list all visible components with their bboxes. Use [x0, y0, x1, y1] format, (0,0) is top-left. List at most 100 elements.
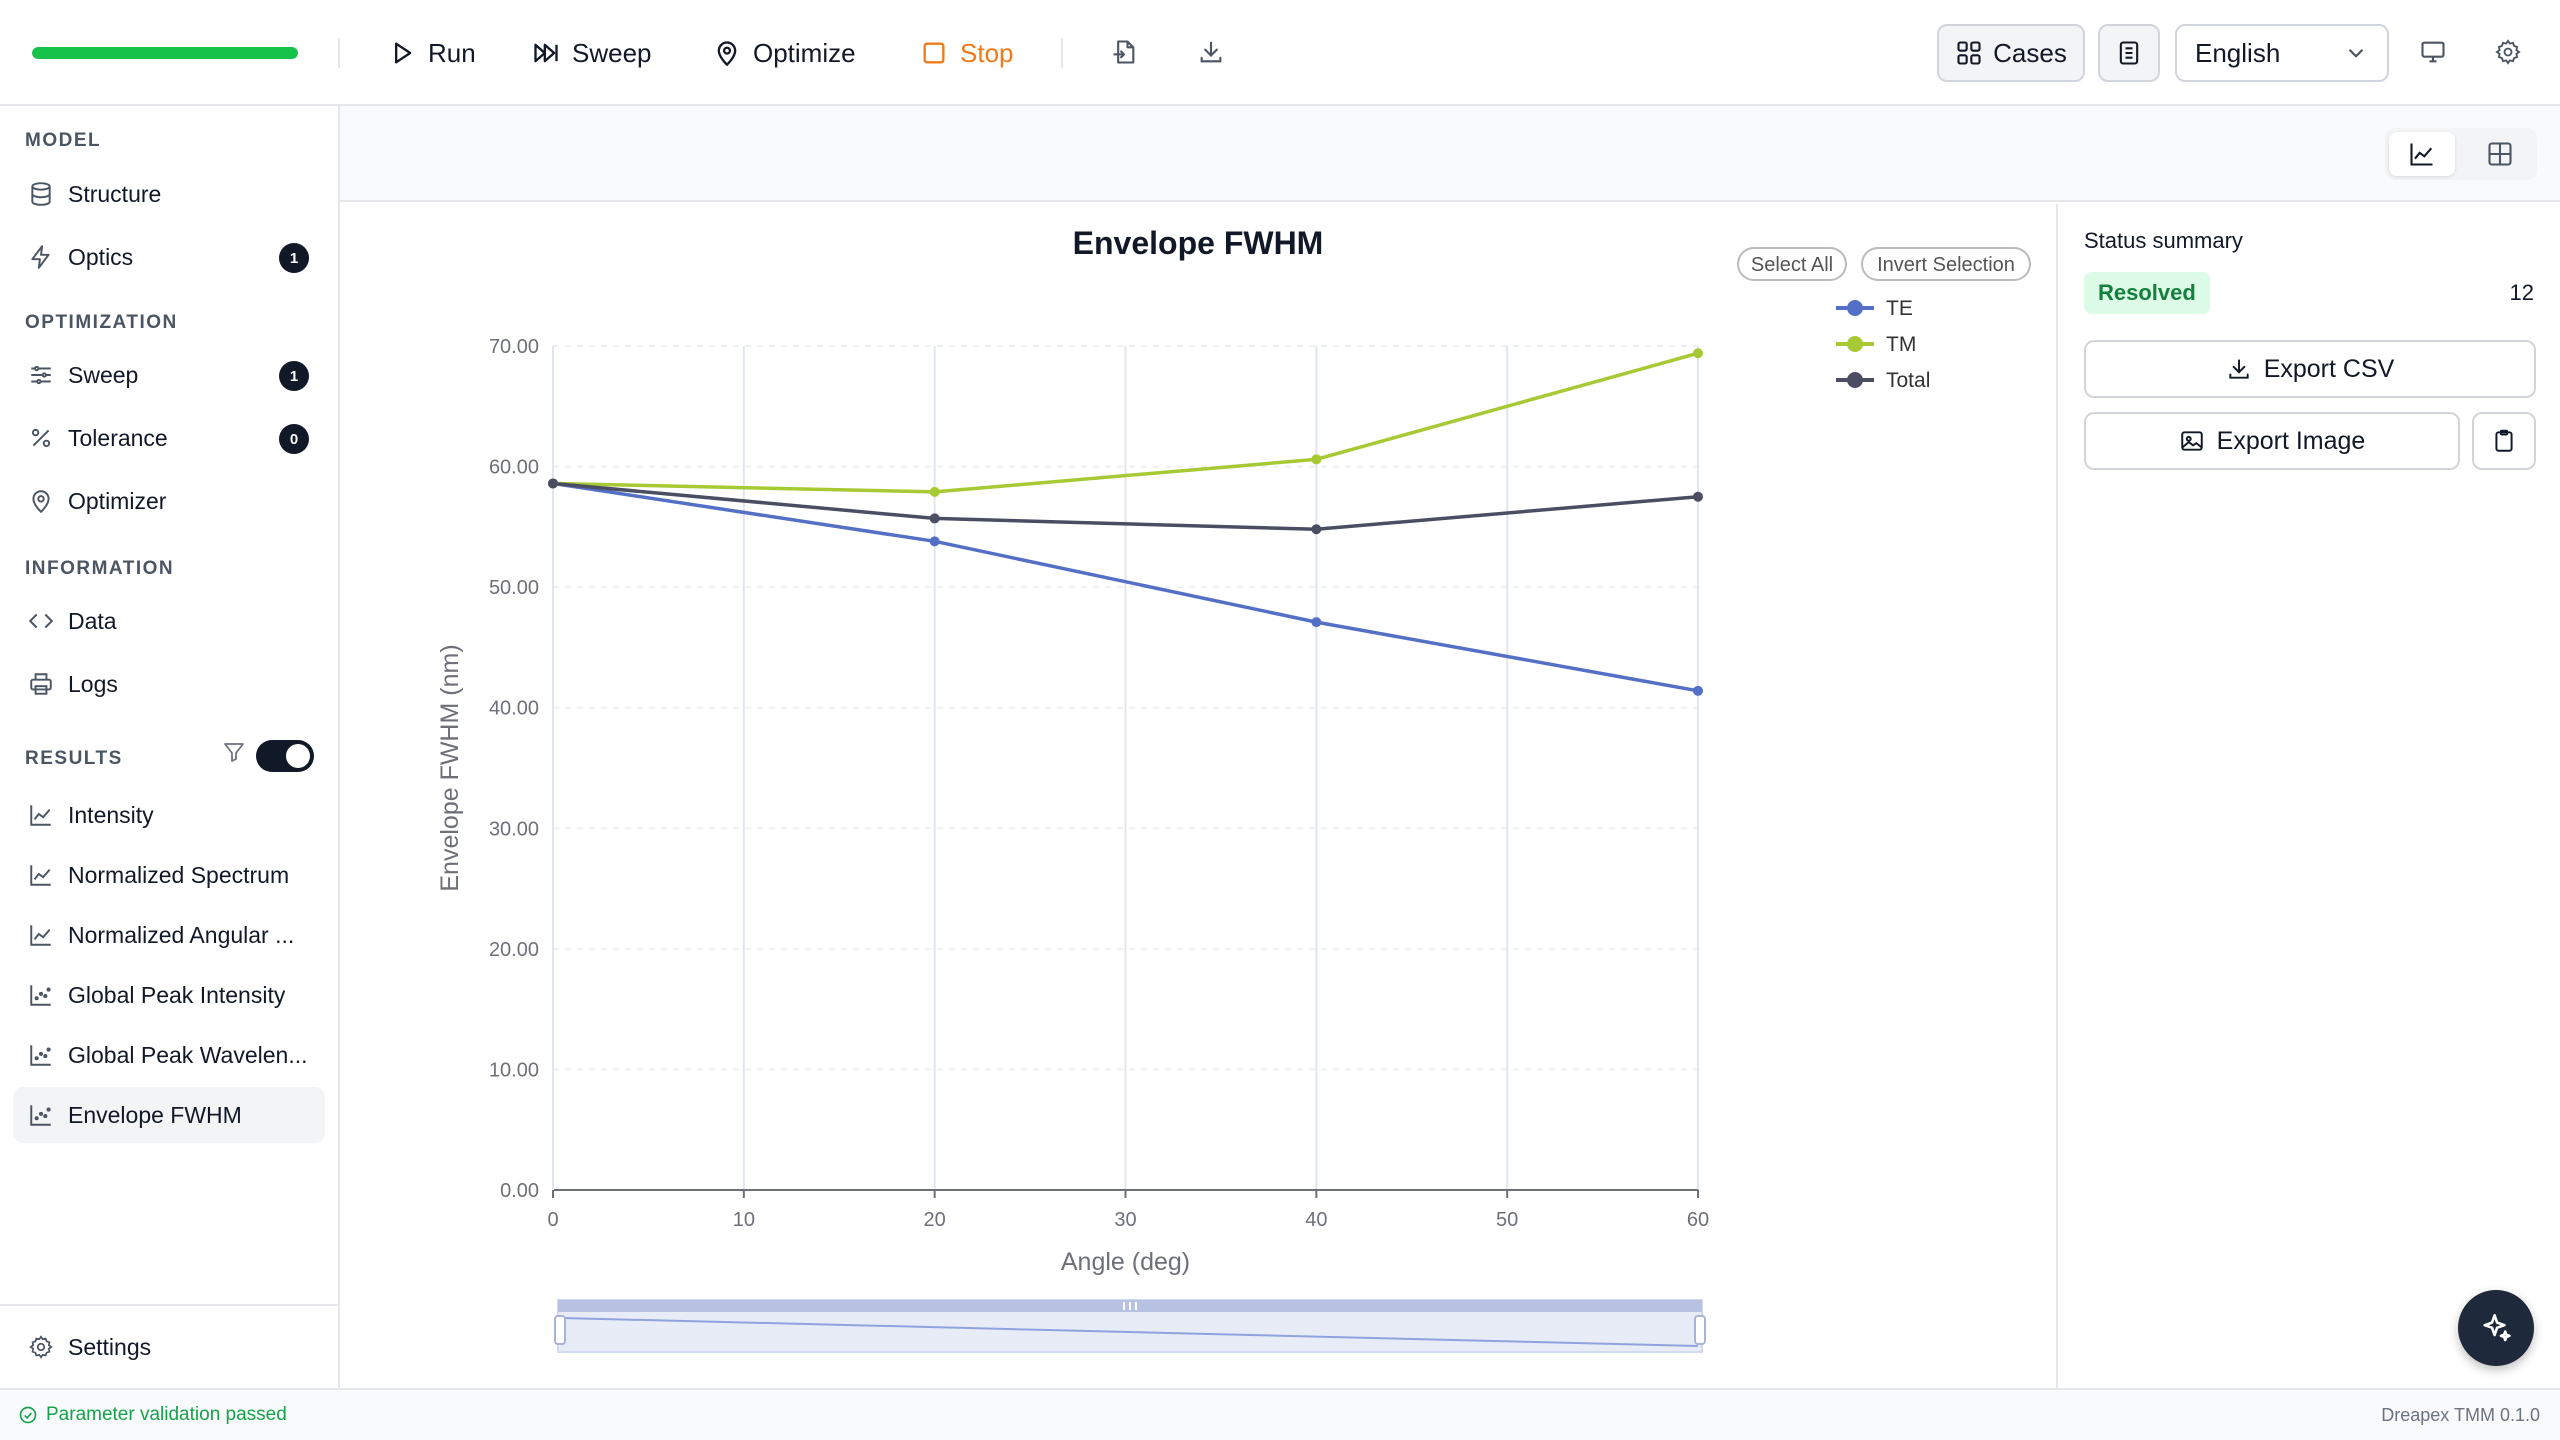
- sidebar-item-settings[interactable]: Settings: [13, 1319, 325, 1375]
- line-chart-icon: [30, 925, 51, 946]
- gear-icon: [29, 1335, 53, 1359]
- sparkle-icon: [2483, 1313, 2511, 1342]
- legend-item-tm[interactable]: TM: [1836, 333, 1916, 356]
- table-icon: [2488, 142, 2512, 166]
- section-model: MODEL: [25, 130, 102, 151]
- data-point-tm: [929, 486, 940, 497]
- database-icon: [31, 182, 51, 206]
- zoom-handle-right[interactable]: [1694, 1315, 1706, 1345]
- legend-item-total[interactable]: Total: [1836, 369, 1930, 392]
- count-badge: 1: [279, 243, 309, 273]
- cases-button[interactable]: Cases: [1937, 24, 2085, 82]
- zoom-handle-left[interactable]: [554, 1315, 566, 1345]
- sidebar-item-data[interactable]: Data: [13, 593, 325, 649]
- filter-icon[interactable]: [222, 740, 246, 764]
- data-zoom-slider[interactable]: [554, 1299, 1706, 1353]
- optimize-button[interactable]: Optimize: [713, 30, 856, 76]
- sidebar-item-normalized-angular[interactable]: Normalized Angular ...: [13, 907, 325, 963]
- count-badge: 1: [279, 361, 309, 391]
- sidebar-divider: [0, 1304, 338, 1306]
- display-button[interactable]: [2415, 34, 2451, 70]
- sidebar-item-label: Global Peak Wavelen...: [68, 1041, 308, 1068]
- results-toggle[interactable]: [256, 740, 314, 772]
- copy-button[interactable]: [2472, 412, 2536, 470]
- stop-label: Stop: [960, 37, 1014, 68]
- chart-view-tab[interactable]: [2389, 132, 2455, 176]
- sidebar-item-label: Envelope FWHM: [68, 1101, 242, 1128]
- check-circle-icon: [19, 1406, 37, 1424]
- data-point-total: [548, 478, 558, 489]
- scatter-chart-icon: [30, 1045, 51, 1066]
- grid-icon: [1957, 41, 1981, 65]
- count-badge: 0: [279, 424, 309, 454]
- toolbar-divider: [1061, 38, 1063, 68]
- sliders-icon: [31, 365, 51, 385]
- y-tick-label: 50.00: [489, 577, 539, 599]
- table-view-tab[interactable]: [2467, 132, 2533, 176]
- notes-button[interactable]: [2098, 24, 2160, 82]
- language-select[interactable]: English: [2175, 24, 2389, 82]
- line-chart-icon: [30, 865, 51, 886]
- legend-label: Total: [1886, 369, 1930, 392]
- y-tick-label: 30.00: [489, 818, 539, 840]
- series-line-te: [552, 481, 1699, 693]
- sweep-button[interactable]: Sweep: [532, 30, 652, 76]
- sidebar-item-global-peak-intensity[interactable]: Global Peak Intensity: [13, 967, 325, 1023]
- map-pin-icon: [717, 41, 737, 67]
- section-results: RESULTS: [25, 748, 123, 769]
- gear-icon: [2495, 39, 2521, 65]
- y-axis-label: Envelope FWHM (nm): [436, 644, 464, 891]
- section-information: INFORMATION: [25, 558, 175, 579]
- progress-bar: [32, 47, 298, 59]
- monitor-icon: [2421, 41, 2445, 63]
- x-axis-label: Angle (deg): [1061, 1248, 1190, 1276]
- status-badge: Resolved: [2084, 272, 2210, 314]
- data-point-total: [929, 513, 940, 524]
- series-line-tm: [552, 351, 1699, 494]
- y-tick-label: 10.00: [489, 1059, 539, 1081]
- validation-message: Parameter validation passed: [46, 1404, 287, 1425]
- import-button[interactable]: [1106, 34, 1142, 70]
- export-csv-button[interactable]: Export CSV: [2084, 340, 2536, 398]
- sidebar-item-logs[interactable]: Logs: [13, 656, 325, 712]
- invert-selection-button[interactable]: Invert Selection: [1861, 247, 2031, 281]
- sidebar-item-optics[interactable]: Optics 1: [13, 229, 325, 285]
- export-csv-label: Export CSV: [2263, 354, 2395, 383]
- section-optimization: OPTIMIZATION: [25, 312, 178, 333]
- map-pin-icon: [32, 490, 50, 514]
- sidebar-item-label: Logs: [68, 670, 118, 697]
- sidebar-item-sweep[interactable]: Sweep 1: [13, 347, 325, 403]
- sidebar-item-label: Sweep: [68, 361, 139, 388]
- legend-marker: [1847, 336, 1863, 352]
- sidebar-item-label: Intensity: [68, 801, 154, 828]
- sidebar-item-label: Normalized Spectrum: [68, 861, 290, 888]
- scatter-chart-icon: [30, 985, 51, 1006]
- line-chart-icon: [30, 805, 51, 826]
- sidebar-item-structure[interactable]: Structure: [13, 166, 325, 222]
- sidebar: MODEL Structure Optics 1 OPTIMIZATION Sw…: [0, 106, 340, 1388]
- download-button[interactable]: [1193, 34, 1229, 70]
- x-tick-label: 20: [924, 1209, 946, 1231]
- sidebar-item-intensity[interactable]: Intensity: [13, 787, 325, 843]
- sidebar-item-label: Settings: [68, 1333, 152, 1360]
- legend-item-te[interactable]: TE: [1836, 297, 1913, 320]
- data-point-te: [929, 536, 940, 547]
- stop-button[interactable]: Stop: [920, 30, 1014, 76]
- export-image-button[interactable]: Export Image: [2084, 412, 2460, 470]
- toggle-knob: [286, 744, 310, 768]
- sidebar-item-label: Data: [68, 607, 117, 634]
- sidebar-item-optimizer[interactable]: Optimizer: [13, 473, 325, 529]
- sidebar-item-envelope-fwhm[interactable]: Envelope FWHM: [13, 1087, 325, 1143]
- legend-label: TM: [1886, 333, 1916, 356]
- ai-assistant-button[interactable]: [2458, 1290, 2534, 1366]
- language-value: English: [2195, 37, 2281, 68]
- line-chart-icon: [2410, 143, 2433, 166]
- sidebar-item-normalized-spectrum[interactable]: Normalized Spectrum: [13, 847, 325, 903]
- sidebar-item-global-peak-wavelength[interactable]: Global Peak Wavelen...: [13, 1027, 325, 1083]
- sidebar-item-tolerance[interactable]: Tolerance 0: [13, 410, 325, 466]
- select-all-button[interactable]: Select All: [1737, 247, 1847, 281]
- settings-button[interactable]: [2490, 34, 2526, 70]
- x-tick-label: 40: [1305, 1209, 1327, 1231]
- x-tick-label: 10: [733, 1209, 755, 1231]
- run-button[interactable]: Run: [388, 30, 476, 76]
